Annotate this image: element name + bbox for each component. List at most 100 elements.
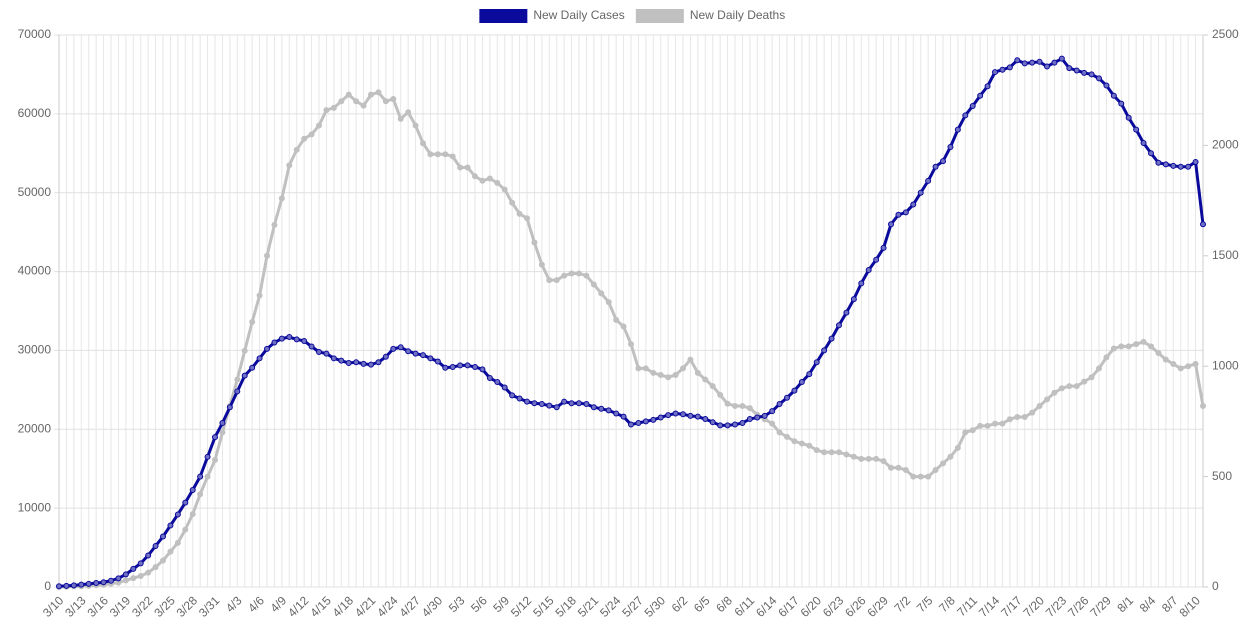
data-point [598,405,605,412]
legend-swatch [479,9,528,23]
data-point [828,449,835,456]
x-tick-label: 7/29 [1087,593,1114,620]
data-point [382,353,389,360]
data-point [479,177,486,184]
data-point [137,572,144,579]
data-point [910,473,917,480]
x-tick-label: 6/8 [713,593,735,615]
x-tick-label: 3/19 [107,593,134,620]
data-point [1133,341,1140,348]
x-tick-label: 7/20 [1021,593,1048,620]
data-point [992,420,998,427]
data-point [954,444,961,451]
y2-tick-label: 2500 [1212,27,1239,41]
data-point [189,487,196,494]
data-point [1200,221,1206,228]
data-point [947,143,954,150]
data-point [1140,140,1147,147]
data-point [932,466,939,473]
x-tick-label: 3/13 [62,593,89,620]
data-point [598,290,605,297]
data-point [613,316,620,323]
data-point [308,343,315,350]
y2-tick-label: 0 [1212,579,1219,593]
data-point [472,363,478,370]
data-point [323,107,330,114]
data-point [412,122,419,129]
data-point [1192,360,1199,367]
x-tick-label: 4/24 [374,593,401,620]
data-point [680,411,686,418]
data-point [85,580,92,587]
data-point [1014,413,1021,420]
x-tick-label: 6/23 [820,593,847,620]
data-point [174,511,181,518]
data-point [524,215,530,222]
data-point [1192,158,1199,165]
x-tick-label: 5/12 [508,593,535,620]
data-point [264,345,270,352]
data-point [524,398,530,405]
x-tick-label: 7/14 [976,593,1003,620]
data-point [1051,59,1058,66]
data-point [1185,163,1192,170]
data-point [1073,383,1080,390]
data-point [821,449,828,456]
data-point [702,416,709,423]
data-point [442,364,449,371]
x-tick-label: 5/3 [446,593,468,615]
data-point [1021,60,1028,67]
data-point [977,92,984,99]
data-point [1118,343,1125,350]
data-point [316,349,322,356]
data-point [850,296,857,303]
data-point [605,407,612,414]
data-point [1029,409,1036,416]
x-tick-label: 6/29 [865,593,892,620]
x-tick-label: 5/27 [619,593,646,620]
data-point [509,392,516,399]
data-point [63,582,70,589]
data-point [969,427,976,434]
x-tick-label: 4/15 [307,593,334,620]
data-point [412,350,419,357]
data-point [338,98,345,105]
data-point [784,394,790,401]
y2-tick-label: 2000 [1212,138,1239,152]
data-point [635,365,642,372]
x-tick-label: 5/6 [468,593,490,615]
data-point [1155,349,1162,356]
data-point [1125,343,1132,350]
data-point [323,350,330,357]
data-point [1081,69,1088,76]
data-point [256,355,263,362]
data-point [434,151,441,158]
data-point [1006,64,1013,71]
x-tick-label: 7/2 [892,593,914,615]
data-point [427,355,434,362]
data-point [873,256,880,263]
x-tick-label: 5/30 [642,593,669,620]
data-point [278,335,285,342]
data-point [1170,360,1177,367]
data-point [531,239,538,246]
data-point [256,292,263,299]
data-point [620,413,627,420]
x-tick-label: 7/23 [1043,593,1070,620]
data-point [732,421,738,428]
x-tick-label: 5/21 [575,593,602,620]
data-point [241,372,248,379]
data-point [1170,162,1177,169]
data-point [1036,402,1043,409]
data-point [561,272,568,279]
data-point [449,363,456,370]
data-point [687,412,694,419]
data-point [360,360,367,367]
data-point [182,499,189,506]
data-point [100,579,107,586]
data-point [761,412,768,419]
data-point [390,345,397,352]
legend-label: New Daily Deaths [690,8,785,22]
x-tick-label: 6/2 [669,593,691,615]
data-point [152,564,159,571]
